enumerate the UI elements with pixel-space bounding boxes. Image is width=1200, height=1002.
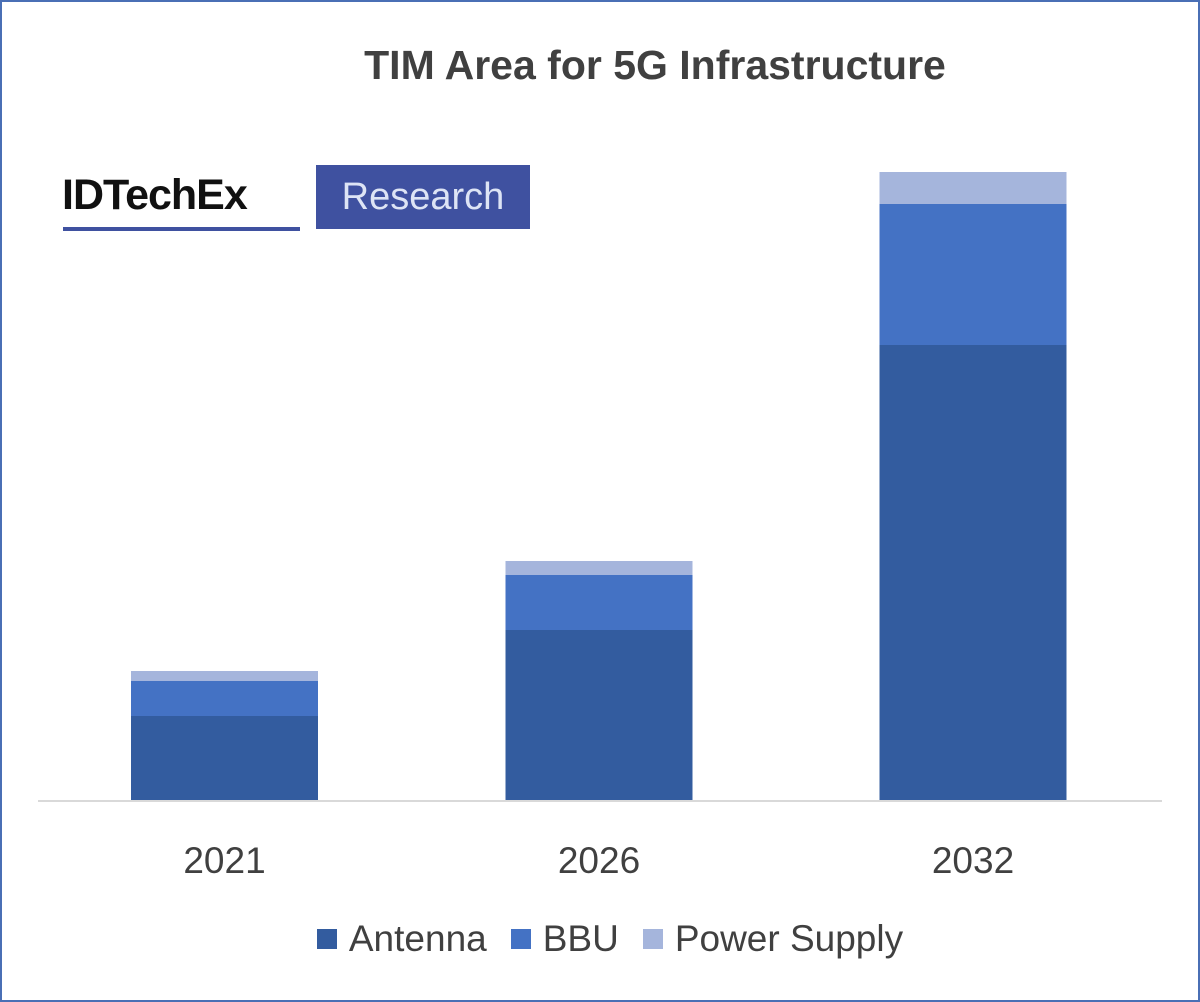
- bar-antenna-2032: [879, 345, 1067, 801]
- legend-swatch: [642, 929, 663, 949]
- bar-bbu-2026: [505, 575, 693, 630]
- legend-item: BBU: [510, 918, 619, 960]
- legend: Antenna BBU Power Supply: [0, 918, 1200, 960]
- bar-power-supply-2021: [131, 671, 318, 681]
- chart-title: TIM Area for 5G Infrastructure: [364, 42, 946, 88]
- bar-antenna-2026: [505, 630, 693, 801]
- bar-power-supply-2032: [879, 172, 1067, 204]
- logo-research-box: Research: [316, 165, 530, 229]
- bar-power-supply-2026: [505, 561, 693, 575]
- logo-brand: IDTechEx: [62, 171, 248, 219]
- legend-label: BBU: [542, 918, 619, 959]
- bar-bbu-2021: [131, 681, 318, 716]
- legend-item: Power Supply: [642, 918, 904, 960]
- legend-item: Antenna: [316, 918, 487, 960]
- bar-bbu-2032: [879, 204, 1067, 345]
- logo-underline: [63, 227, 300, 231]
- legend-label: Antenna: [348, 918, 487, 959]
- x-tick-label: 2032: [932, 840, 1014, 881]
- legend-swatch: [316, 929, 337, 949]
- x-tick-label: 2021: [183, 840, 265, 881]
- bar-antenna-2021: [131, 716, 318, 801]
- x-tick-label: 2026: [558, 840, 640, 881]
- legend-swatch: [510, 929, 531, 949]
- legend-label: Power Supply: [674, 918, 904, 959]
